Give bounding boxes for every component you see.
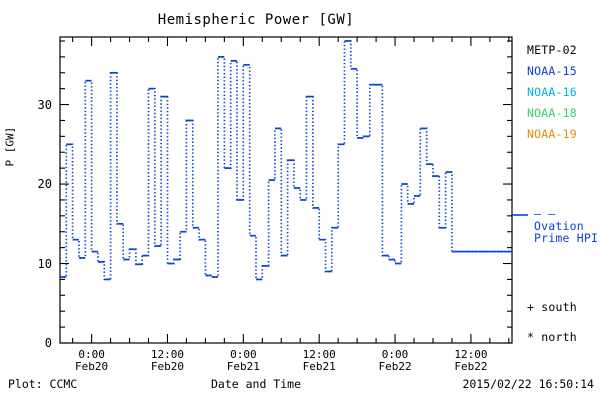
legend-marker-south: + south [527, 300, 577, 314]
y-tick-label: 20 [37, 177, 52, 192]
y-axis-ticks [60, 40, 512, 344]
data-series-ovation-prime-hpi [60, 40, 512, 281]
y-tick-label: 30 [37, 97, 52, 112]
legend-item-metp-02: METP-02 [527, 43, 577, 57]
legend-item-noaa-18: NOAA-18 [527, 106, 577, 120]
legend-item-noaa-19: NOAA-19 [527, 127, 577, 141]
legend-ovation-prime-hpi: — — Ovation Prime HPI [534, 207, 599, 245]
x-tick-label: 0:00 Feb21 [226, 348, 260, 373]
x-tick-label: 0:00 Feb22 [378, 348, 412, 373]
y-tick-label: 10 [37, 256, 52, 271]
legend-item-noaa-16: NOAA-16 [527, 85, 577, 99]
x-tick-label: 12:00 Feb20 [150, 348, 185, 373]
x-axis-ticks [72, 37, 510, 343]
x-axis-title: Date and Time [210, 377, 301, 391]
plot-frame [59, 36, 513, 344]
timestamp: 2015/02/22 16:50:14 [462, 377, 594, 391]
x-tick-label: 12:00 Feb21 [302, 348, 336, 373]
plot-credit: Plot: CCMC [8, 377, 78, 391]
y-tick-label: 0 [44, 336, 52, 350]
x-tick-label: 12:00 Feb22 [454, 348, 488, 373]
chart-title: Hemispheric Power [GW] [157, 12, 355, 28]
x-tick-label: 0:00 Feb20 [75, 348, 109, 373]
legend-item-noaa-15: NOAA-15 [527, 64, 577, 78]
legend-marker-north: * north [527, 330, 577, 344]
